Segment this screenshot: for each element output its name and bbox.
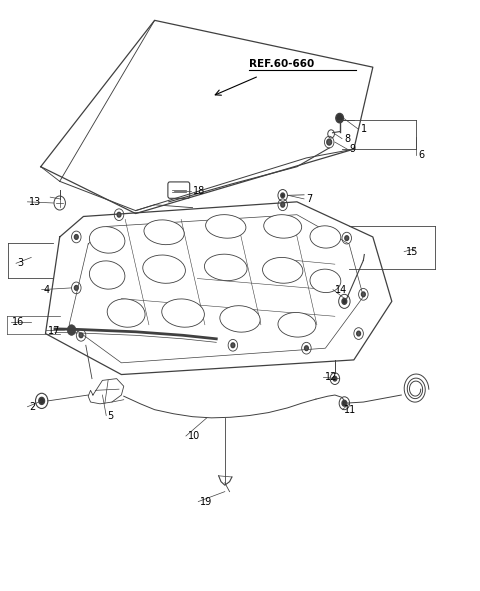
Circle shape: [231, 343, 235, 348]
Text: 13: 13: [29, 197, 41, 207]
Text: 14: 14: [335, 285, 347, 295]
Text: 3: 3: [17, 258, 23, 268]
Ellipse shape: [264, 215, 301, 238]
Ellipse shape: [89, 261, 125, 289]
Ellipse shape: [144, 220, 184, 245]
Ellipse shape: [278, 313, 316, 337]
Ellipse shape: [107, 299, 145, 327]
Circle shape: [74, 285, 78, 290]
Text: 18: 18: [192, 186, 205, 196]
Circle shape: [79, 333, 83, 337]
Ellipse shape: [89, 226, 125, 253]
Text: 7: 7: [306, 194, 312, 204]
Circle shape: [333, 376, 337, 381]
Circle shape: [281, 202, 285, 207]
Circle shape: [281, 193, 285, 198]
Text: 17: 17: [48, 326, 60, 336]
Text: 4: 4: [43, 285, 49, 295]
Circle shape: [39, 397, 45, 404]
Circle shape: [361, 292, 365, 297]
Circle shape: [336, 113, 343, 123]
Text: 9: 9: [349, 144, 355, 154]
Text: 8: 8: [344, 134, 350, 144]
Text: REF.60-660: REF.60-660: [250, 59, 315, 69]
FancyBboxPatch shape: [168, 182, 190, 199]
Ellipse shape: [143, 255, 185, 283]
Circle shape: [345, 236, 348, 241]
Text: 16: 16: [12, 317, 24, 327]
Text: 12: 12: [325, 372, 338, 382]
Text: 19: 19: [200, 496, 212, 506]
Text: 15: 15: [406, 246, 419, 256]
Ellipse shape: [204, 254, 247, 281]
Circle shape: [67, 325, 76, 335]
Circle shape: [74, 235, 78, 239]
Text: 10: 10: [188, 431, 200, 441]
Circle shape: [342, 298, 347, 304]
Circle shape: [327, 139, 332, 145]
Ellipse shape: [310, 226, 341, 248]
Text: 1: 1: [361, 124, 367, 134]
Ellipse shape: [220, 306, 260, 332]
Text: 5: 5: [107, 411, 113, 421]
Ellipse shape: [310, 269, 341, 293]
Ellipse shape: [205, 215, 246, 238]
Circle shape: [357, 331, 360, 336]
Circle shape: [342, 400, 347, 406]
Ellipse shape: [162, 299, 204, 327]
Text: 6: 6: [418, 150, 424, 160]
Circle shape: [117, 212, 121, 217]
Ellipse shape: [263, 258, 303, 283]
Text: 2: 2: [29, 402, 35, 412]
Text: 11: 11: [344, 405, 357, 415]
Circle shape: [304, 346, 308, 350]
